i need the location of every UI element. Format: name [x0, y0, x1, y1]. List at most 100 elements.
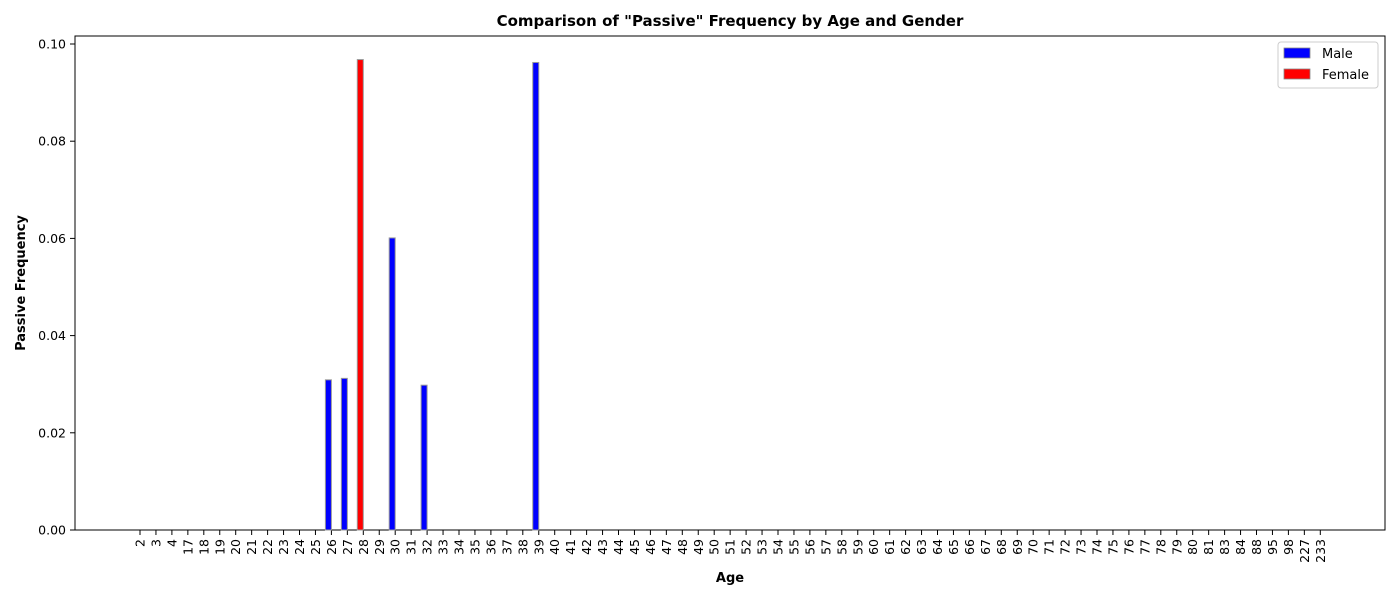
y-axis-label: Passive Frequency — [14, 215, 29, 351]
y-tick-label: 0.02 — [38, 425, 66, 440]
x-tick-label: 56 — [802, 539, 817, 555]
x-tick-label: 42 — [579, 539, 594, 555]
x-tick-label: 17 — [180, 539, 195, 555]
x-tick-label: 52 — [739, 539, 754, 555]
y-tick-label: 0.10 — [38, 37, 66, 52]
x-tick-label: 27 — [340, 539, 355, 555]
x-tick-label: 98 — [1281, 539, 1296, 555]
x-tick-label: 58 — [834, 539, 849, 555]
bar-male-27 — [340, 377, 348, 531]
x-tick-label: 2 — [133, 539, 148, 547]
x-tick-label: 44 — [611, 539, 626, 555]
x-tick-label: 76 — [1121, 539, 1136, 555]
y-tick-label: 0.06 — [38, 231, 66, 246]
x-tick-label: 46 — [643, 539, 658, 555]
x-tick-label: 31 — [404, 539, 419, 555]
x-tick-label: 39 — [531, 539, 546, 555]
x-tick-label: 21 — [244, 539, 259, 555]
x-tick-label: 45 — [627, 539, 642, 555]
bars — [324, 59, 540, 531]
legend-swatch-male — [1283, 47, 1311, 59]
x-tick-label: 59 — [850, 539, 865, 555]
x-tick-label: 67 — [978, 539, 993, 555]
bar-male-26 — [324, 379, 332, 531]
x-tick-label: 3 — [148, 539, 163, 547]
x-tick-label: 19 — [212, 539, 227, 555]
x-axis: 2 3 4 17 18 19 20 21 22 23 24 25 26 27 28 29 30 31 32 33 34 3… — [133, 530, 1328, 563]
x-tick-label: 49 — [691, 539, 706, 555]
x-tick-label: 83 — [1217, 539, 1232, 555]
x-tick-label: 51 — [723, 539, 738, 555]
legend-label-male: Male — [1322, 47, 1353, 62]
x-tick-label: 66 — [962, 539, 977, 555]
x-tick-label: 74 — [1090, 539, 1105, 555]
x-axis-label: Age — [716, 571, 744, 586]
x-tick-label: 30 — [388, 539, 403, 555]
x-tick-label: 55 — [786, 539, 801, 555]
x-tick-label: 54 — [771, 539, 786, 555]
x-tick-label: 233 — [1313, 539, 1328, 563]
x-tick-label: 64 — [930, 539, 945, 555]
x-tick-label: 65 — [946, 539, 961, 555]
legend-swatch-female — [1283, 68, 1311, 80]
x-tick-label: 48 — [675, 539, 690, 555]
x-tick-label: 75 — [1105, 539, 1120, 555]
legend-label-female: Female — [1322, 68, 1369, 83]
chart-title: Comparison of "Passive" Frequency by Age… — [497, 12, 964, 30]
x-tick-label: 63 — [914, 539, 929, 555]
x-tick-label: 36 — [483, 539, 498, 555]
x-tick-label: 26 — [324, 539, 339, 555]
y-tick-label: 0.08 — [38, 134, 66, 149]
x-tick-label: 47 — [659, 539, 674, 555]
x-tick-label: 18 — [196, 539, 211, 555]
x-tick-label: 38 — [515, 539, 530, 555]
y-axis: 0.00 0.02 0.04 0.06 0.08 0.10 — [38, 37, 75, 538]
bar-male-39 — [532, 61, 540, 531]
x-tick-label: 71 — [1042, 539, 1057, 555]
x-tick-label: 79 — [1169, 539, 1184, 555]
x-tick-label: 53 — [755, 539, 770, 555]
plot-area — [74, 35, 1386, 531]
x-tick-label: 24 — [292, 539, 307, 555]
x-tick-label: 37 — [499, 539, 514, 555]
x-tick-label: 81 — [1201, 539, 1216, 555]
x-tick-label: 60 — [866, 539, 881, 555]
x-tick-label: 73 — [1074, 539, 1089, 555]
x-tick-label: 80 — [1185, 539, 1200, 555]
x-tick-label: 4 — [164, 539, 179, 547]
x-tick-label: 88 — [1249, 539, 1264, 555]
y-tick-label: 0.00 — [38, 523, 66, 538]
x-tick-label: 43 — [595, 539, 610, 555]
x-tick-label: 23 — [276, 539, 291, 555]
x-tick-label: 32 — [420, 539, 435, 555]
x-tick-label: 69 — [1010, 539, 1025, 555]
x-tick-label: 62 — [898, 539, 913, 555]
bar-male-30 — [388, 237, 396, 531]
x-tick-label: 72 — [1058, 539, 1073, 555]
bar-male-32 — [420, 384, 428, 531]
bar-female-28 — [356, 59, 364, 531]
x-tick-label: 41 — [563, 539, 578, 555]
legend: Male Female — [1277, 41, 1379, 89]
x-tick-label: 28 — [356, 539, 371, 555]
x-tick-label: 227 — [1297, 539, 1312, 563]
x-tick-label: 77 — [1137, 539, 1152, 555]
x-tick-label: 70 — [1026, 539, 1041, 555]
x-tick-label: 68 — [994, 539, 1009, 555]
x-tick-label: 33 — [436, 539, 451, 555]
y-tick-label: 0.04 — [38, 328, 66, 343]
x-tick-label: 29 — [372, 539, 387, 555]
x-tick-label: 78 — [1153, 539, 1168, 555]
x-tick-label: 22 — [260, 539, 275, 555]
x-tick-label: 57 — [818, 539, 833, 555]
x-tick-label: 50 — [707, 539, 722, 555]
x-tick-label: 20 — [228, 539, 243, 555]
x-tick-label: 95 — [1265, 539, 1280, 555]
x-tick-label: 35 — [467, 539, 482, 555]
x-tick-label: 61 — [882, 539, 897, 555]
x-tick-label: 84 — [1233, 539, 1248, 555]
x-tick-label: 25 — [308, 539, 323, 555]
x-tick-label: 40 — [547, 539, 562, 555]
x-tick-label: 34 — [452, 539, 467, 555]
